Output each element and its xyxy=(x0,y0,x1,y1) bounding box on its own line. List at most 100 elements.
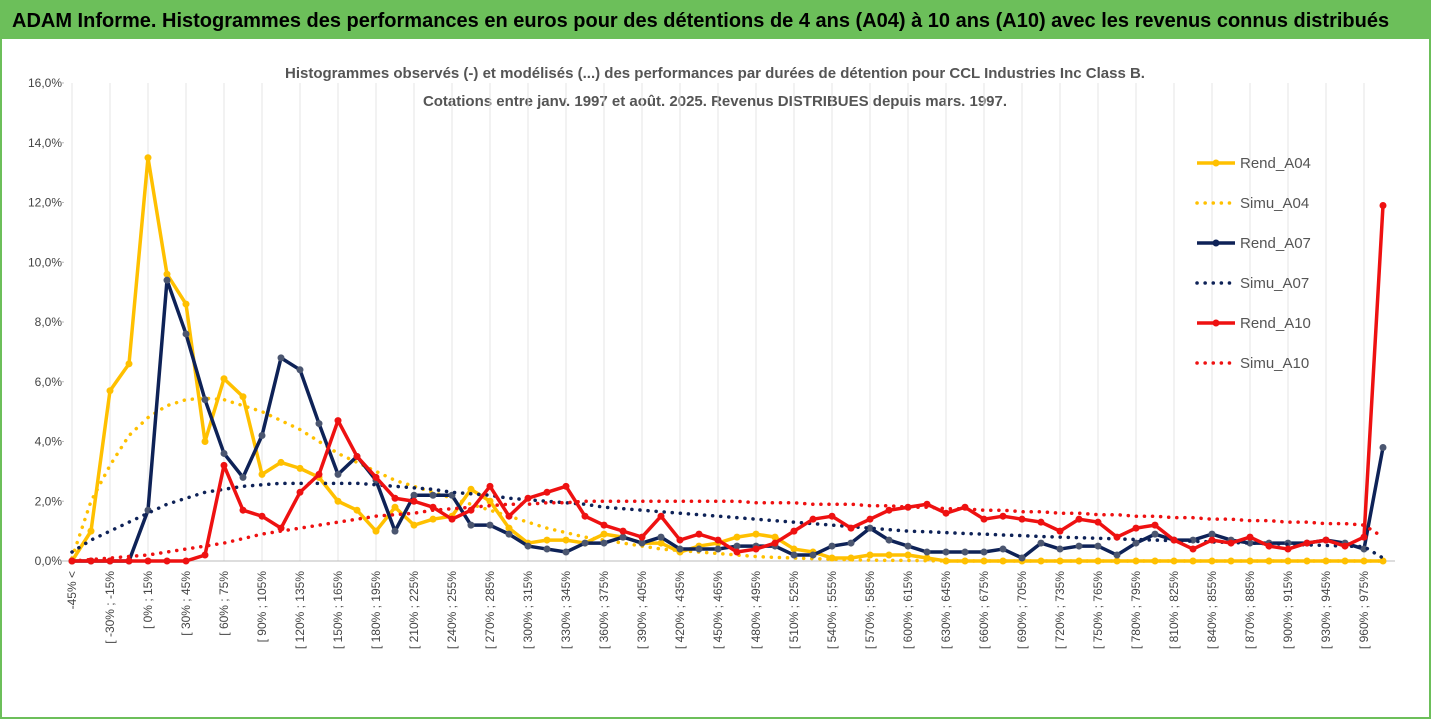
point xyxy=(657,512,665,520)
point xyxy=(543,545,551,553)
y-tick-label: 2,0% xyxy=(35,494,63,508)
point xyxy=(467,485,475,493)
x-tick-label: [ 450% ; 465% xyxy=(711,571,725,649)
point xyxy=(904,542,912,550)
point xyxy=(1056,527,1064,535)
point xyxy=(752,545,760,553)
point xyxy=(429,503,437,511)
point xyxy=(904,503,912,511)
point xyxy=(1151,530,1159,538)
point xyxy=(600,521,608,529)
x-tick-label: [ 870% ; 885% xyxy=(1243,571,1257,649)
point xyxy=(182,557,190,565)
point xyxy=(125,360,133,368)
series-line xyxy=(70,155,1383,563)
point xyxy=(771,533,779,541)
x-tick-label: [ -30% ; -15% xyxy=(103,571,117,644)
point xyxy=(866,515,874,523)
point xyxy=(714,536,722,544)
x-tick-label: [ 300% ; 315% xyxy=(521,571,535,649)
point xyxy=(353,506,361,514)
x-tick-label: [ 150% ; 165% xyxy=(331,571,345,649)
x-tick-label: [ 540% ; 555% xyxy=(825,571,839,649)
x-tick-label: [ 660% ; 675% xyxy=(977,571,991,649)
point xyxy=(695,545,703,553)
point xyxy=(790,551,798,559)
point xyxy=(638,533,646,541)
point xyxy=(1246,533,1254,541)
point xyxy=(391,503,399,511)
legend-label: Simu_A04 xyxy=(1240,195,1309,212)
point xyxy=(1132,539,1140,547)
point xyxy=(296,464,304,472)
point xyxy=(448,515,456,523)
point xyxy=(144,154,152,162)
legend-label: Rend_A07 xyxy=(1240,235,1311,252)
point xyxy=(1113,551,1121,559)
header-bar xyxy=(1,1,1430,39)
point xyxy=(486,482,494,490)
point xyxy=(999,557,1007,565)
chart-subtitle: Cotations entre janv. 1997 et août. 2025… xyxy=(423,93,1007,110)
point xyxy=(999,545,1007,553)
point xyxy=(733,548,741,556)
point xyxy=(638,539,646,547)
point xyxy=(676,545,684,553)
point xyxy=(1360,545,1368,553)
point xyxy=(1170,557,1178,565)
y-tick-label: 16,0% xyxy=(28,76,62,90)
point xyxy=(353,452,361,460)
x-tick-label: [ 30% ; 45% xyxy=(179,571,193,636)
point xyxy=(1094,518,1102,526)
x-tick-label: [ 600% ; 615% xyxy=(901,571,915,649)
y-tick-label: 0,0% xyxy=(35,554,63,568)
point xyxy=(885,536,893,544)
point xyxy=(334,497,342,505)
x-tick-label: [ 360% ; 375% xyxy=(597,571,611,649)
point xyxy=(676,536,684,544)
point xyxy=(201,396,209,404)
point xyxy=(619,527,627,535)
x-tick-label: [ 480% ; 495% xyxy=(749,571,763,649)
point xyxy=(733,533,741,541)
legend-label: Rend_A04 xyxy=(1240,155,1311,172)
point xyxy=(410,521,418,529)
point xyxy=(1208,536,1216,544)
point xyxy=(885,551,893,559)
point xyxy=(942,509,950,517)
point xyxy=(505,512,513,520)
point xyxy=(942,548,950,556)
point xyxy=(1379,443,1387,451)
point xyxy=(714,545,722,553)
point xyxy=(657,539,665,547)
point xyxy=(1379,201,1387,209)
point xyxy=(258,432,266,440)
point xyxy=(391,527,399,535)
point xyxy=(505,530,513,538)
point xyxy=(752,530,760,538)
point xyxy=(334,470,342,478)
point xyxy=(942,557,950,565)
point xyxy=(1075,515,1083,523)
y-tick-label: 8,0% xyxy=(35,315,63,329)
x-tick-label: [ 510% ; 525% xyxy=(787,571,801,649)
point xyxy=(999,512,1007,520)
point xyxy=(296,366,304,374)
point xyxy=(239,506,247,514)
point xyxy=(904,551,912,559)
point xyxy=(1303,539,1311,547)
point xyxy=(562,536,570,544)
x-tick-label: [ 60% ; 75% xyxy=(217,571,231,636)
point xyxy=(980,515,988,523)
point xyxy=(1113,533,1121,541)
point xyxy=(771,539,779,547)
point xyxy=(106,387,114,395)
point xyxy=(505,524,513,532)
x-tick-label: -45% < xyxy=(65,571,79,609)
point xyxy=(1322,557,1330,565)
point xyxy=(543,536,551,544)
y-tick-label: 4,0% xyxy=(35,435,63,449)
point xyxy=(125,557,133,565)
point xyxy=(828,542,836,550)
point xyxy=(1056,557,1064,565)
